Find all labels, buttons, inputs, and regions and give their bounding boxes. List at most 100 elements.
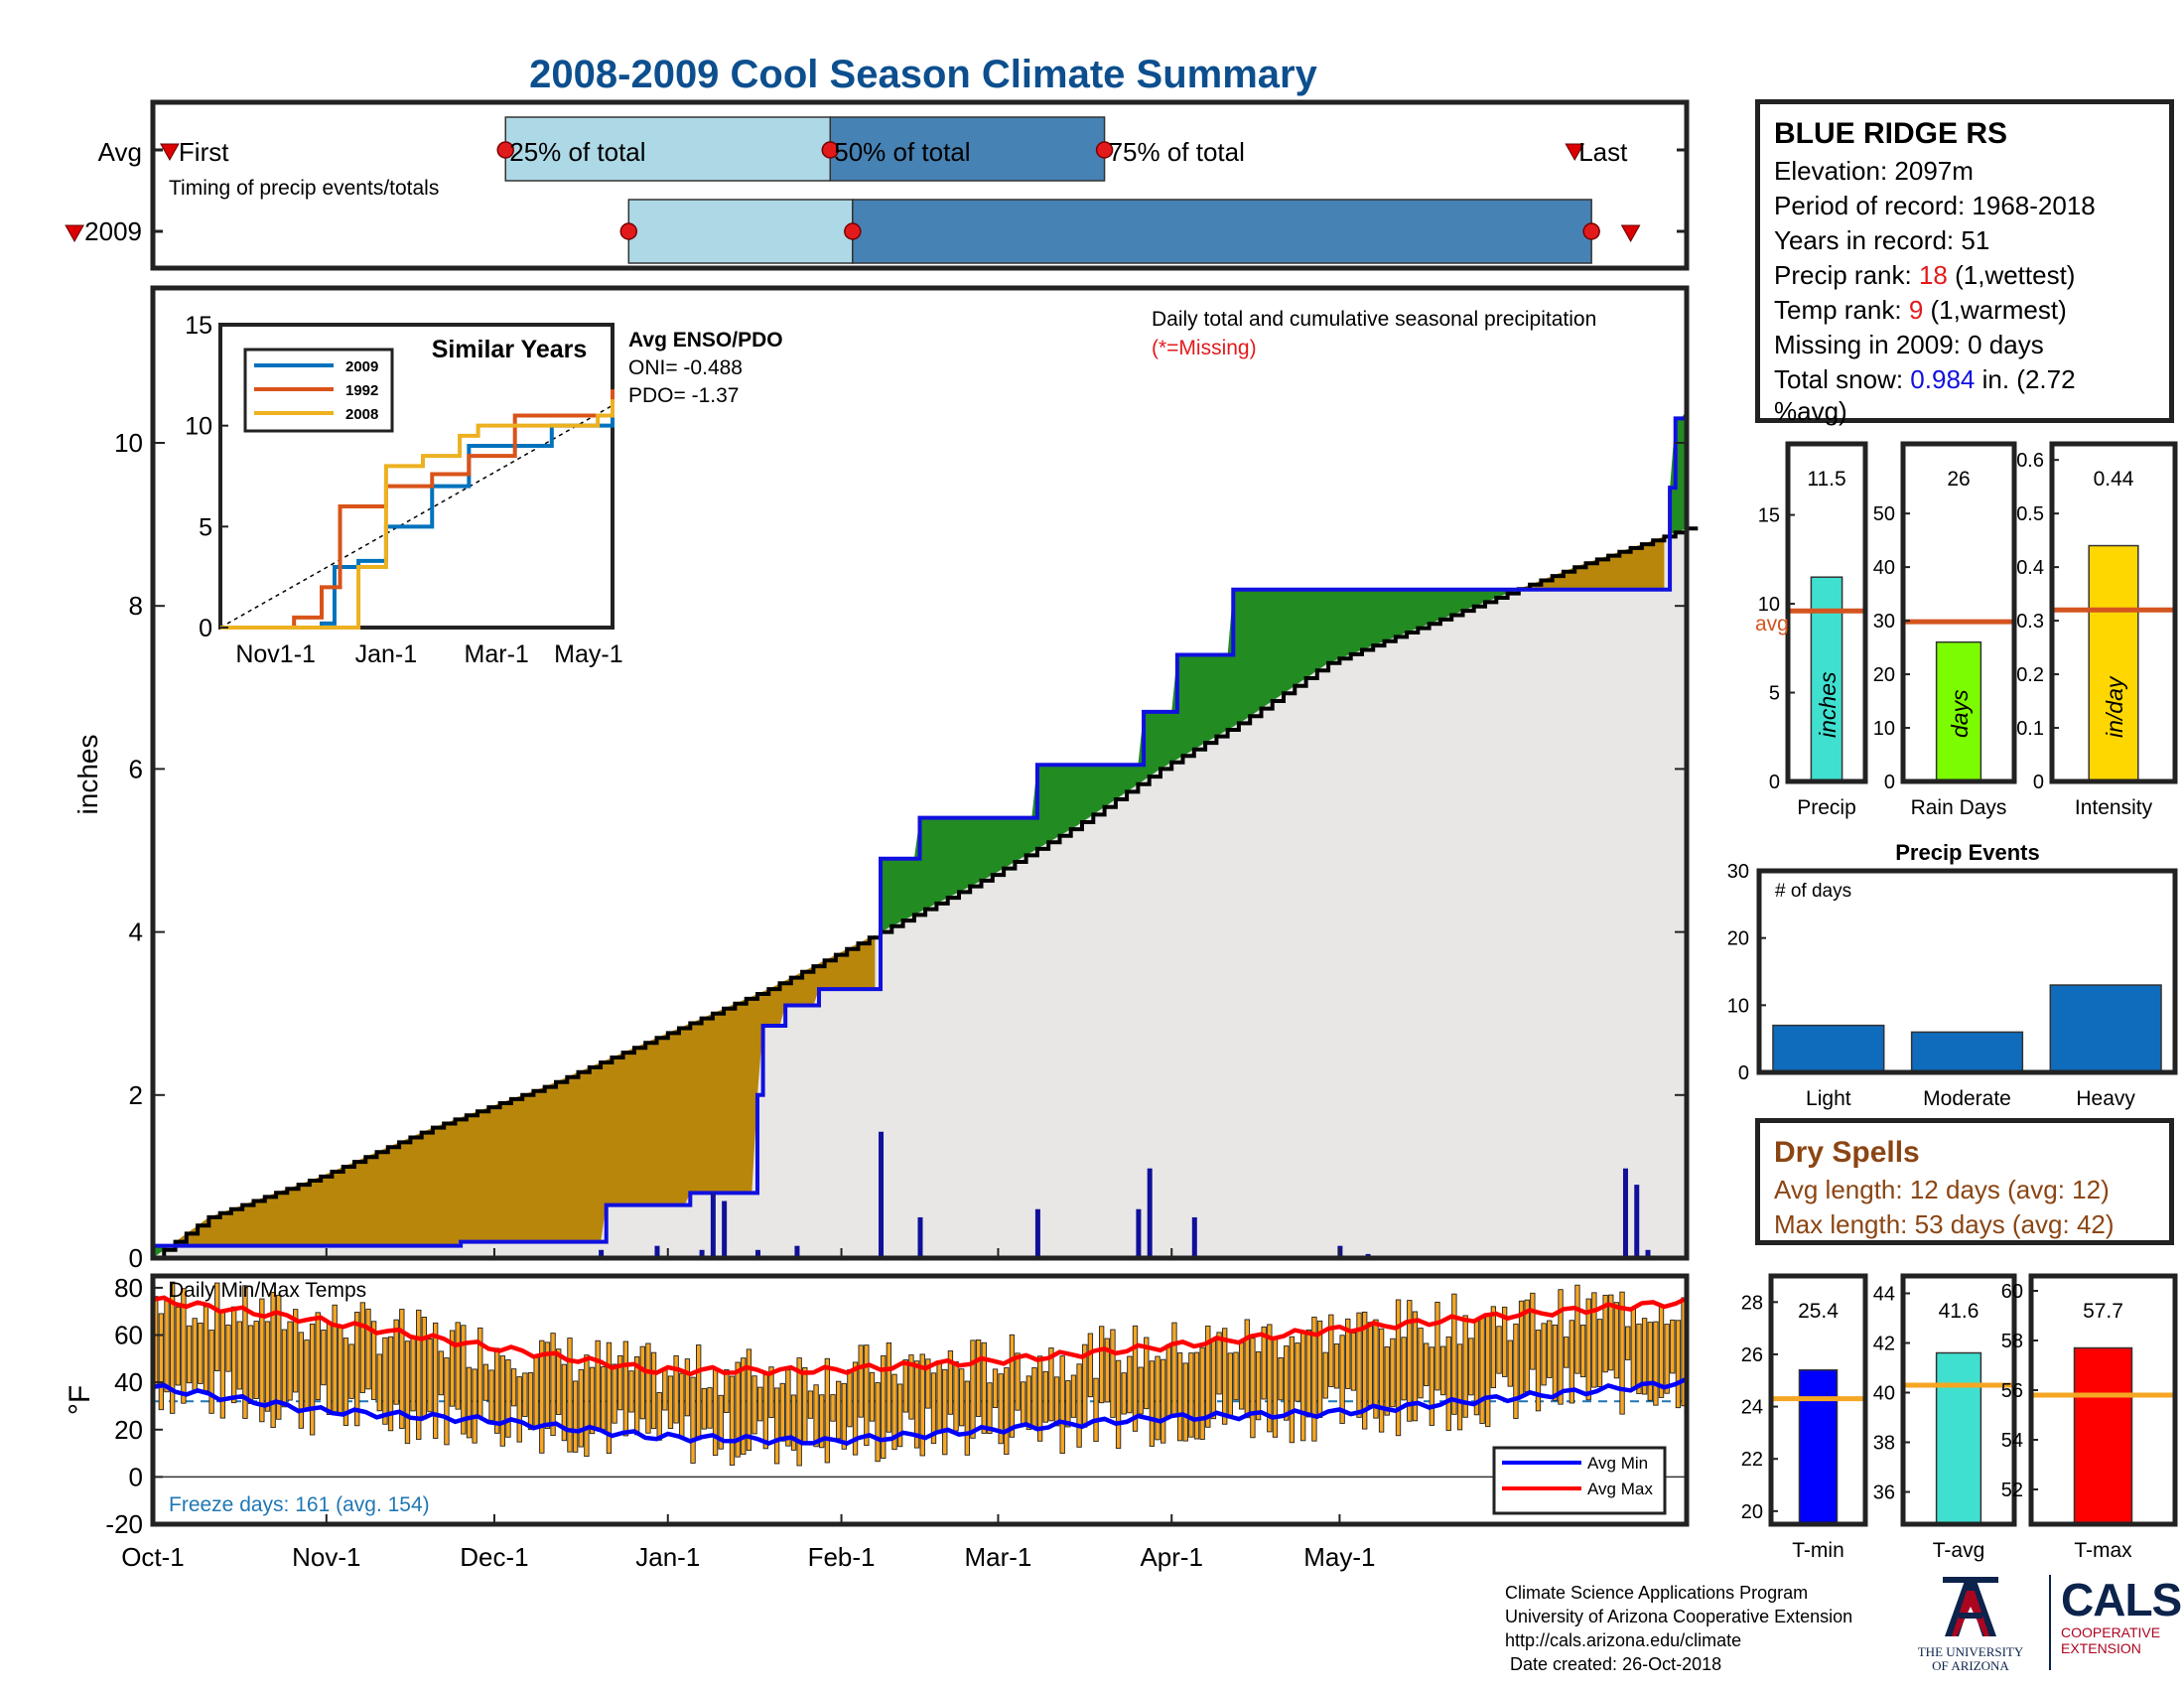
daily-temp-bar <box>773 1387 780 1465</box>
daily-temp-bar <box>1193 1351 1200 1440</box>
daily-temp-bar <box>365 1308 371 1390</box>
daily-temp-bar <box>919 1353 925 1457</box>
daily-temp-bar <box>242 1285 248 1419</box>
tavg-summary-value-label: 41.6 <box>1939 1300 1979 1323</box>
daily-temp-bar <box>819 1394 825 1449</box>
daily-temp-bar <box>1558 1289 1564 1405</box>
station-missing: Missing in 2009: 0 days <box>1774 330 2044 359</box>
daily-temp-bar <box>287 1321 293 1401</box>
daily-temp-bar <box>387 1336 394 1432</box>
tavg-summary-xlabel: T-avg <box>1933 1539 1985 1562</box>
daily-temp-bar <box>724 1369 730 1414</box>
daily-temp-bar <box>1070 1374 1077 1418</box>
daily-temp-bar <box>746 1348 752 1452</box>
daily-temp-bar <box>1608 1294 1614 1371</box>
daily-temp-bar <box>858 1344 864 1418</box>
daily-temp-bar <box>376 1353 382 1412</box>
daily-temp-bar <box>1434 1301 1440 1391</box>
daily-temp-bar <box>1641 1318 1648 1395</box>
tavg-summary-bar <box>1935 1351 1982 1525</box>
legend-label-2008: 2008 <box>345 406 378 423</box>
y2009-p50-dot <box>844 222 862 240</box>
avg-first-marker <box>160 143 180 162</box>
daily-temp-bar <box>236 1321 242 1390</box>
daily-temp-bar <box>1619 1291 1625 1415</box>
daily-temp-bar <box>757 1386 763 1422</box>
daily-temp-bar <box>891 1373 897 1451</box>
daily-temp-bar <box>1328 1314 1334 1387</box>
daily-temp-bar <box>1407 1300 1413 1422</box>
daily-temp-bar <box>416 1309 422 1441</box>
daily-temp-bar <box>276 1294 282 1420</box>
daily-temp-bar <box>584 1354 590 1458</box>
daily-temp-bar <box>1530 1292 1536 1370</box>
precip-ytick-label: 2 <box>129 1080 143 1110</box>
daily-temp-bar <box>684 1358 691 1417</box>
avg-cumulative-area <box>153 528 1687 1258</box>
daily-temp-bar <box>1048 1347 1054 1422</box>
daily-temp-bar <box>393 1319 399 1405</box>
rain-days-summary-xlabel: Rain Days <box>1911 796 2007 819</box>
tavg-summary-ytick-label: 38 <box>1873 1433 1895 1455</box>
precip-events-ytick-label: 30 <box>1727 861 1749 883</box>
daily-temp-bar <box>1670 1319 1676 1374</box>
daily-temp-bar <box>1596 1319 1603 1387</box>
daily-temp-bar <box>1378 1328 1385 1433</box>
avg-last-marker <box>1565 143 1585 162</box>
y2009-last-marker <box>1620 224 1641 243</box>
daily-temp-bar <box>164 1300 170 1393</box>
precip-ytick-label: 0 <box>129 1243 143 1273</box>
daily-temp-bar <box>869 1371 876 1422</box>
precip-ytick-label: 8 <box>129 591 143 621</box>
daily-temp-bar <box>1110 1329 1116 1418</box>
daily-temp-bar <box>1036 1355 1043 1442</box>
tmin-summary-ytick-label: 28 <box>1741 1292 1763 1314</box>
daily-temp-bar <box>1042 1370 1048 1423</box>
daily-temp-bar <box>1552 1324 1559 1401</box>
daily-precip-bar <box>1645 1249 1651 1258</box>
daily-temp-bar <box>959 1368 965 1427</box>
intensity-summary-ytick-label: 0 <box>2033 772 2044 793</box>
daily-temp-bar <box>1653 1321 1659 1406</box>
daily-temp-bar <box>1418 1328 1424 1399</box>
daily-temp-bar <box>741 1357 747 1456</box>
avg-p75-label: 75% of total <box>1109 137 1245 167</box>
intensity-summary-bar <box>2088 544 2139 782</box>
daily-precip-bar <box>879 1131 885 1258</box>
tmin-summary-ytick-label: 20 <box>1741 1501 1763 1523</box>
precip-plot-frame <box>150 285 1690 1261</box>
daily-temp-bar <box>1171 1322 1177 1417</box>
similar-years-avg-line <box>219 404 614 629</box>
daily-temp-bar <box>1053 1376 1060 1427</box>
tmin-summary-ytick-label: 26 <box>1741 1344 1763 1366</box>
daily-temp-bar <box>455 1322 461 1410</box>
daily-precip-bar <box>1191 1216 1197 1258</box>
precip-summary-unit-label: inches <box>1815 671 1841 738</box>
daily-temp-bar <box>1390 1338 1396 1408</box>
daily-temp-bar <box>1199 1346 1205 1440</box>
university-logo: THE UNIVERSITY OF ARIZONA <box>1916 1577 2025 1673</box>
daily-temp-bar <box>998 1373 1004 1445</box>
daily-temp-bar <box>510 1368 517 1407</box>
precip-event-bar-heavy <box>2049 984 2162 1073</box>
daily-temp-bar <box>259 1298 265 1423</box>
daily-temp-bar <box>461 1325 467 1435</box>
daily-temp-bar <box>1412 1311 1419 1422</box>
daily-precip-bar <box>1634 1185 1640 1258</box>
station-elevation: Elevation: 2097m <box>1774 156 1974 186</box>
tmin-summary-bar <box>1798 1368 1839 1525</box>
daily-temp-bar <box>1579 1324 1586 1378</box>
precip-events-ytick-label: 0 <box>1738 1062 1749 1084</box>
daily-temp-bar <box>466 1366 473 1439</box>
daily-temp-bar <box>1076 1363 1082 1448</box>
daily-temp-bar <box>1468 1338 1474 1396</box>
daily-temp-bar <box>886 1341 892 1433</box>
daily-temp-bar <box>1541 1323 1547 1386</box>
daily-temp-bar <box>1233 1351 1239 1401</box>
daily-temp-bar <box>975 1339 982 1417</box>
daily-precip-bar <box>1147 1168 1153 1258</box>
temp-plot-frame <box>150 1273 1690 1527</box>
daily-temp-bar <box>264 1321 271 1412</box>
daily-temp-bar <box>1227 1352 1234 1419</box>
